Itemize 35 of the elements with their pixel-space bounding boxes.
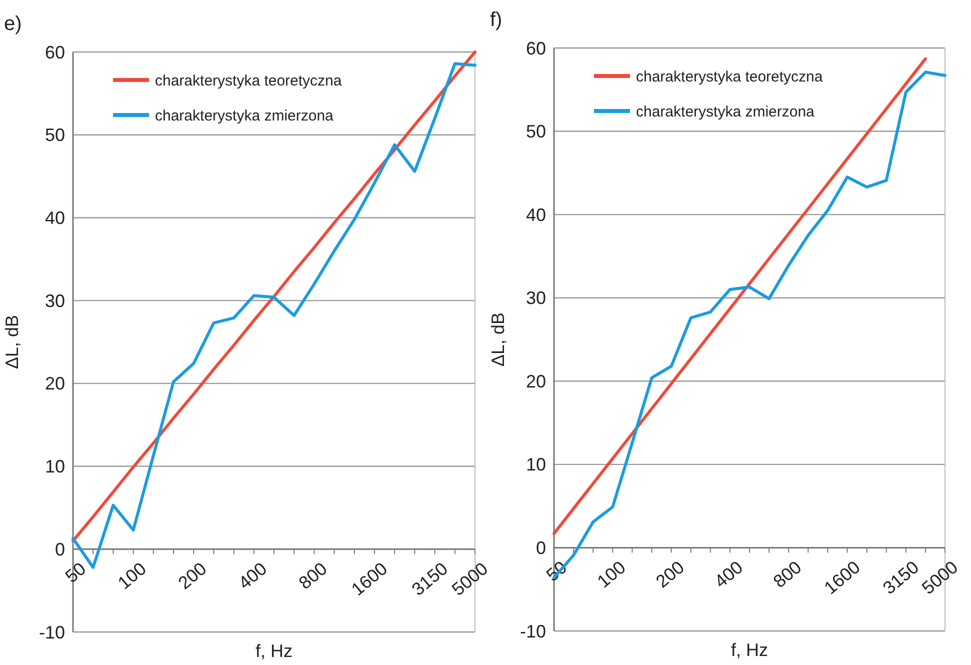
x-axis-title: f, Hz xyxy=(255,641,293,661)
y-tick-label: 20 xyxy=(44,374,65,394)
y-tick-label: 30 xyxy=(526,288,546,308)
y-tick-label: 40 xyxy=(526,204,546,225)
x-tick-label: 400 xyxy=(234,558,271,594)
y-tick-label: 60 xyxy=(526,38,546,58)
x-tick-label: 400 xyxy=(710,557,747,592)
x-tick-label: 200 xyxy=(174,558,210,594)
y-tick-label: 50 xyxy=(44,125,65,146)
y-axis-title: ΔL, dB xyxy=(488,312,508,367)
y-tick-label: 10 xyxy=(44,456,65,477)
y-axis-title: ΔL, dB xyxy=(2,314,22,370)
x-tick-label: 800 xyxy=(294,558,331,594)
x-tick-label: 100 xyxy=(593,557,630,592)
y-tick-label: -10 xyxy=(38,622,65,642)
y-tick-label: 30 xyxy=(44,290,65,311)
y-tick-label: 20 xyxy=(526,371,546,392)
y-tick-label: 0 xyxy=(536,538,546,558)
y-tick-label: 60 xyxy=(44,42,65,62)
y-tick-label: 50 xyxy=(526,122,546,142)
chart-title: f) xyxy=(490,9,502,31)
y-tick-label: 40 xyxy=(44,208,65,228)
legend-label: charakterystyka teoretyczna xyxy=(636,68,824,86)
legend-label: charakterystyka zmierzona xyxy=(155,107,334,124)
y-tick-label: 0 xyxy=(54,539,65,560)
y-tick-label: -10 xyxy=(520,621,546,642)
x-tick-label: 200 xyxy=(652,557,688,592)
x-tick-label: 800 xyxy=(769,557,806,592)
chart-title: e) xyxy=(4,13,22,35)
y-tick-label: 10 xyxy=(526,454,546,475)
line-series xyxy=(552,57,927,536)
x-axis-title: f, Hz xyxy=(730,640,768,660)
legend-label: charakterystyka teoretyczna xyxy=(155,72,342,90)
legend-label: charakterystyka zmierzona xyxy=(636,103,816,120)
x-tick-label: 100 xyxy=(114,558,150,594)
